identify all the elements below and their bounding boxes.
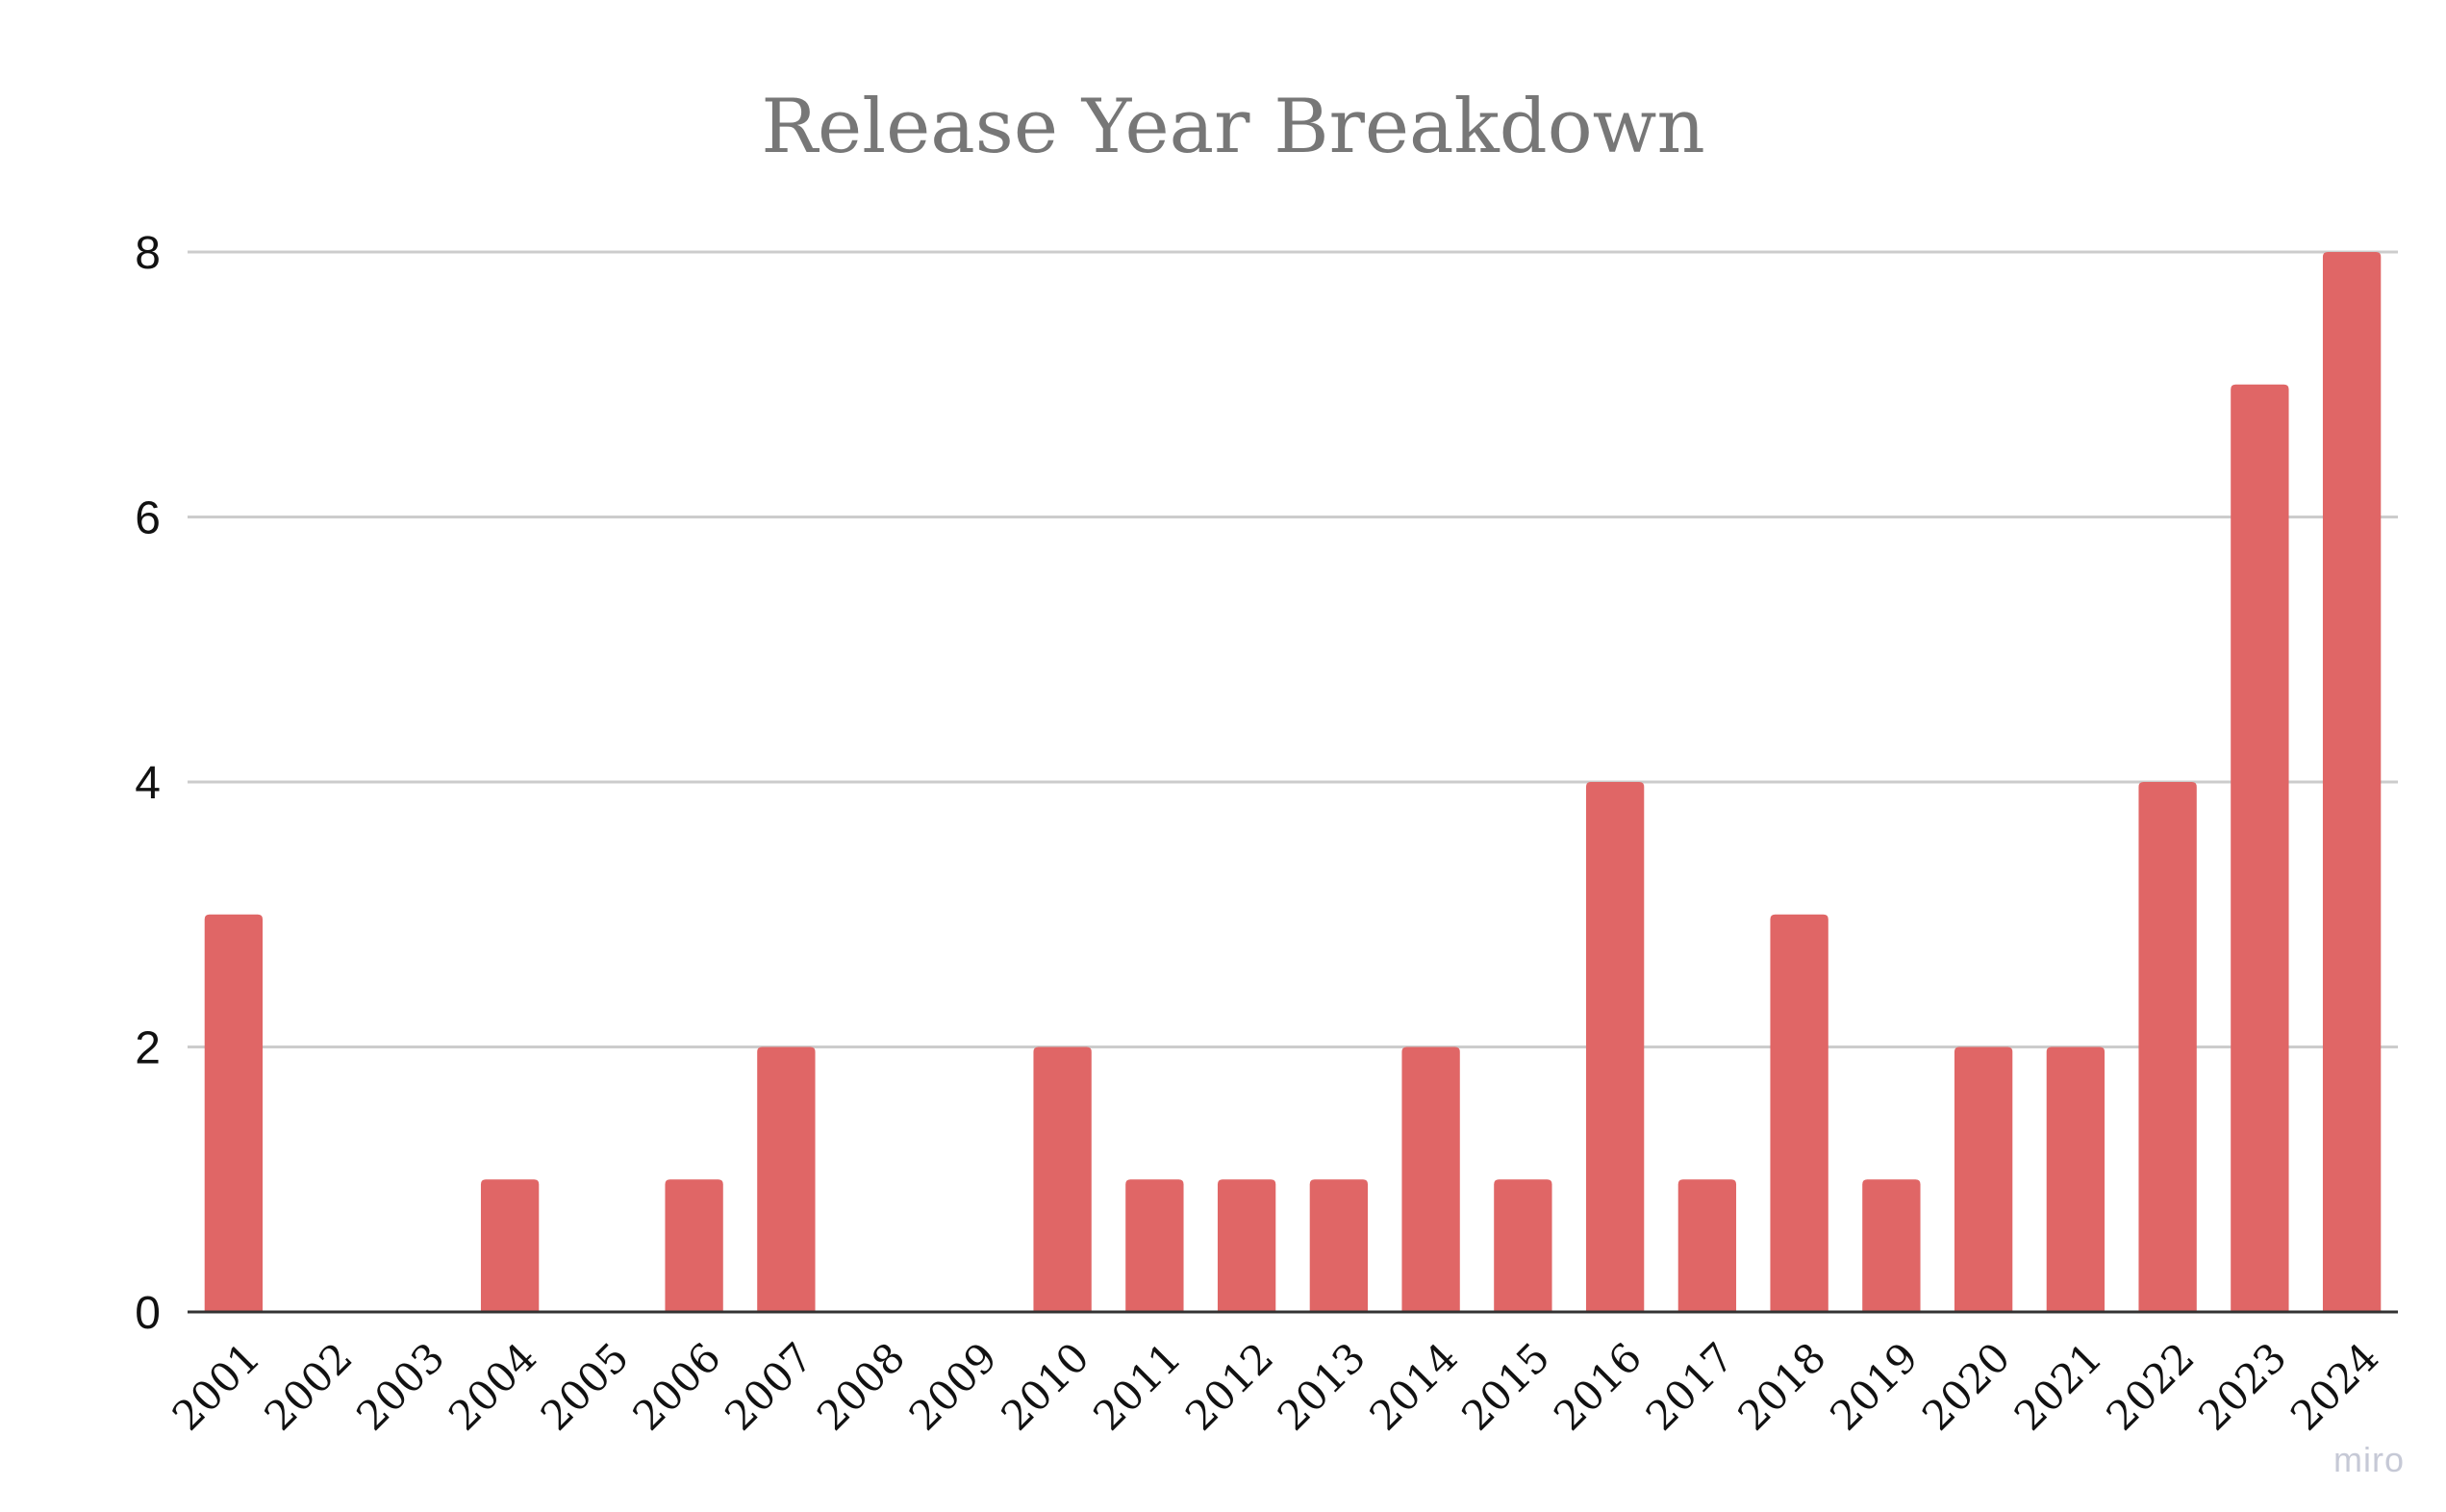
bar-2024	[2322, 252, 2382, 1312]
bars	[204, 252, 2382, 1312]
x-tick-label: 2013	[1269, 1333, 1374, 1439]
bar-2023	[2231, 384, 2289, 1312]
x-tick-label: 2016	[1545, 1333, 1651, 1439]
x-axis-tick-labels: 2001200220032004200520062007200820092010…	[164, 1333, 2387, 1439]
bar-2017	[1677, 1179, 1737, 1312]
x-tick-label: 2002	[255, 1333, 361, 1439]
x-tick-label: 2024	[2282, 1333, 2387, 1439]
x-tick-label: 2005	[532, 1333, 638, 1439]
x-tick-label: 2018	[1728, 1333, 1834, 1439]
y-tick-label: 8	[135, 228, 161, 279]
x-tick-label: 2014	[1360, 1333, 1466, 1439]
x-tick-label: 2001	[164, 1333, 269, 1439]
bar-2004	[480, 1179, 540, 1312]
x-tick-label: 2011	[1084, 1333, 1190, 1439]
x-tick-label: 2022	[2097, 1333, 2203, 1439]
x-tick-label: 2003	[347, 1333, 453, 1439]
bar-2016	[1585, 782, 1645, 1312]
bar-2011	[1125, 1179, 1184, 1312]
y-tick-label: 4	[135, 758, 161, 809]
bar-2020	[1954, 1046, 2013, 1312]
x-tick-label: 2021	[2005, 1333, 2111, 1439]
y-tick-label: 0	[135, 1288, 161, 1339]
bar-2001	[204, 914, 264, 1312]
bar-2007	[757, 1046, 816, 1312]
x-tick-label: 2012	[1176, 1333, 1282, 1439]
miro-watermark: miro	[2333, 1440, 2405, 1479]
bar-2018	[1770, 914, 1828, 1312]
x-tick-label: 2010	[992, 1333, 1097, 1439]
x-tick-label: 2020	[1913, 1333, 2019, 1439]
bar-2014	[1401, 1046, 1460, 1312]
bar-2006	[665, 1179, 723, 1312]
x-tick-label: 2015	[1452, 1333, 1558, 1439]
y-tick-label: 2	[135, 1023, 161, 1074]
bar-2012	[1217, 1179, 1276, 1312]
y-tick-label: 6	[135, 493, 161, 544]
x-tick-label: 2017	[1637, 1333, 1743, 1439]
x-tick-label: 2006	[623, 1333, 729, 1439]
y-axis-tick-labels: 0 2 4 6 8	[135, 228, 161, 1339]
x-tick-label: 2009	[900, 1333, 1006, 1439]
chart-title: Release Year Breakdown	[761, 84, 1704, 170]
bar-2013	[1309, 1179, 1369, 1312]
x-tick-label: 2008	[808, 1333, 914, 1439]
x-tick-label: 2023	[2189, 1333, 2295, 1439]
bar-2021	[2046, 1046, 2106, 1312]
bar-2010	[1033, 1046, 1092, 1312]
x-tick-label: 2004	[440, 1333, 545, 1439]
gridlines	[188, 250, 2398, 1048]
bar-2015	[1494, 1179, 1552, 1312]
x-tick-label: 2019	[1821, 1333, 1927, 1439]
bar-2022	[2138, 782, 2197, 1312]
bar-2019	[1862, 1179, 1921, 1312]
x-tick-label: 2007	[716, 1333, 821, 1439]
